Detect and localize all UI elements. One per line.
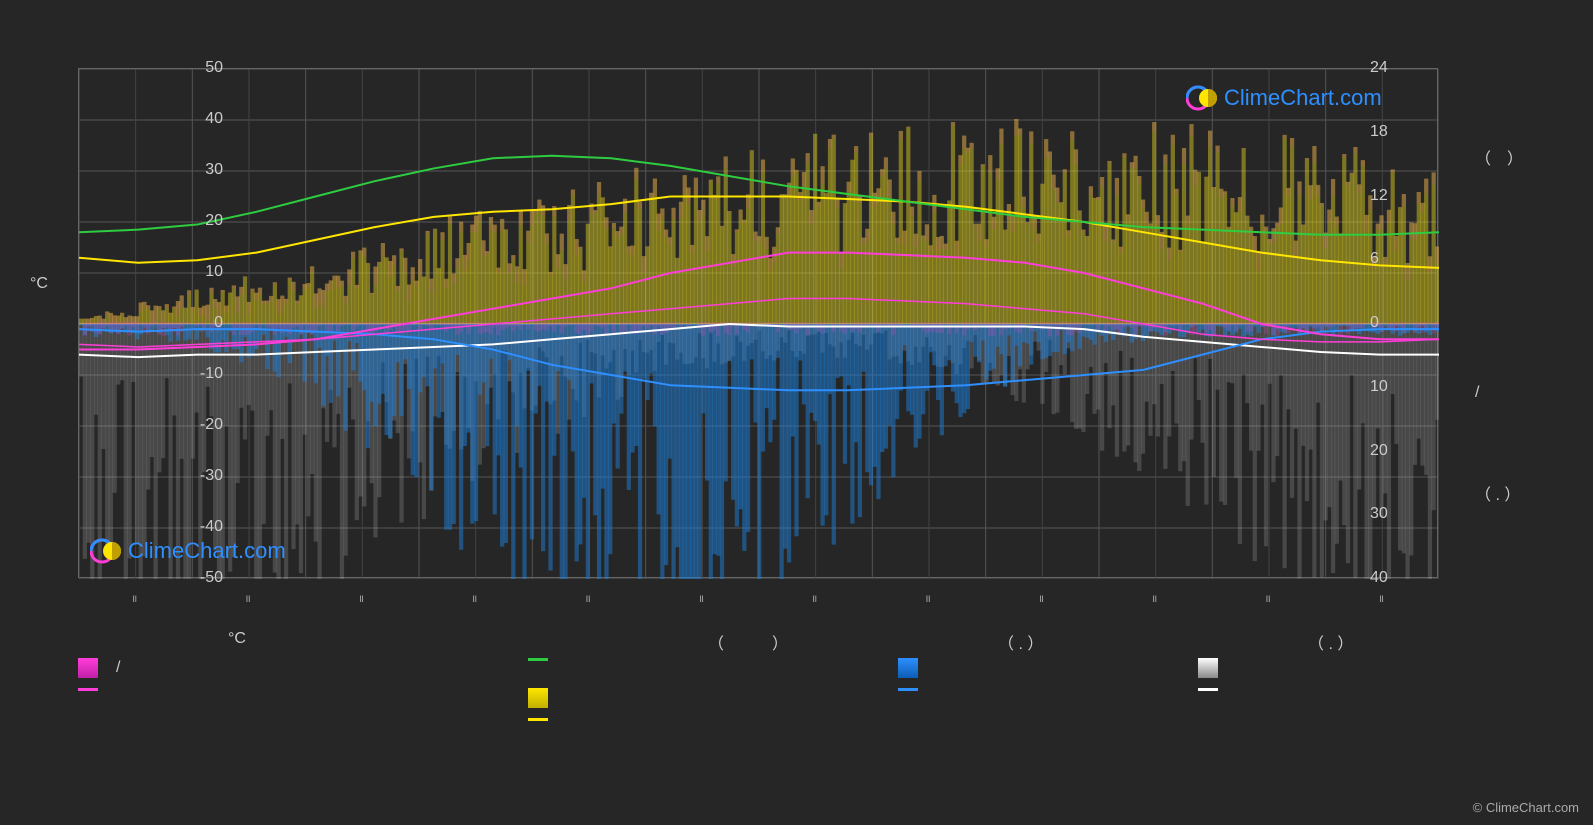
y-left-tick: -10 (200, 365, 223, 383)
legend-swatch (528, 658, 548, 661)
y-right-tick: 18 (1370, 123, 1388, 141)
legend-label: / (116, 659, 120, 677)
y-left-tick: 10 (205, 263, 223, 281)
y-right-tick: 0 (1370, 314, 1379, 332)
y-left-tick: -40 (200, 518, 223, 536)
x-tick: ၊၊ (1152, 588, 1156, 609)
y-right-tick: 40 (1370, 569, 1388, 587)
legend-swatch (898, 688, 918, 691)
logo-text: ClimeChart.com (1224, 85, 1382, 111)
legend-swatch (898, 658, 918, 678)
logo-icon (1186, 82, 1218, 114)
legend-swatch (1198, 688, 1218, 691)
x-tick: ၊၊ (132, 588, 136, 609)
y-left-tick: 20 (205, 212, 223, 230)
x-tick: ၊၊ (699, 588, 703, 609)
x-tick: ၊၊ (1266, 588, 1270, 609)
climate-chart (78, 68, 1438, 578)
y-right-unit: / (1475, 384, 1479, 402)
legend-swatch (528, 718, 548, 721)
brand-logo-bottom: ClimeChart.com (90, 535, 286, 567)
y-right-tick: 6 (1370, 250, 1379, 268)
legend-item (1198, 658, 1236, 678)
x-tick: ၊၊ (586, 588, 590, 609)
x-tick: ၊၊ (472, 588, 476, 609)
legend-swatch (78, 658, 98, 678)
legend-header: （ . ） (1308, 630, 1353, 654)
chart-svg (79, 69, 1439, 579)
y-right-unit: （ . ） (1475, 481, 1520, 505)
legend-header: （ . ） (998, 630, 1043, 654)
y-right-tick: 24 (1370, 59, 1388, 77)
legend-header: °C (228, 630, 246, 648)
x-tick: ၊၊ (1039, 588, 1043, 609)
x-tick: ၊၊ (926, 588, 930, 609)
legend-swatch (78, 688, 98, 691)
y-left-tick: 40 (205, 110, 223, 128)
legend-item (528, 658, 566, 661)
legend-item (898, 658, 936, 678)
y-left-tick: 50 (205, 59, 223, 77)
y-right-tick: 10 (1370, 378, 1388, 396)
x-tick: ၊၊ (359, 588, 363, 609)
legend-swatch (528, 688, 548, 708)
legend-item (528, 718, 566, 721)
x-tick: ၊၊ (1379, 588, 1383, 609)
legend: °C （ ） （ . ） （ . ） / (78, 630, 1438, 748)
x-tick: ၊၊ (812, 588, 816, 609)
y-left-tick: 30 (205, 161, 223, 179)
plot-area (78, 68, 1438, 578)
y-left-tick: -20 (200, 416, 223, 434)
y-right-tick: 12 (1370, 187, 1388, 205)
legend-header: （ ） (708, 630, 788, 654)
y-left-tick: -50 (200, 569, 223, 587)
y-right-unit: （ ） (1475, 145, 1523, 169)
x-tick: ၊၊ (246, 588, 250, 609)
y-left-tick: 0 (214, 314, 223, 332)
legend-item (78, 688, 116, 691)
legend-item: / (78, 658, 120, 678)
y-right-tick: 30 (1370, 505, 1388, 523)
legend-item (528, 688, 566, 708)
logo-text: ClimeChart.com (128, 538, 286, 564)
copyright: © ClimeChart.com (1473, 800, 1579, 815)
brand-logo-top: ClimeChart.com (1186, 82, 1382, 114)
legend-swatch (1198, 658, 1218, 678)
y-right-tick: 20 (1370, 442, 1388, 460)
left-axis-title: °C (30, 275, 48, 293)
logo-icon (90, 535, 122, 567)
legend-item (1198, 688, 1236, 691)
legend-item (898, 688, 936, 691)
y-left-tick: -30 (200, 467, 223, 485)
